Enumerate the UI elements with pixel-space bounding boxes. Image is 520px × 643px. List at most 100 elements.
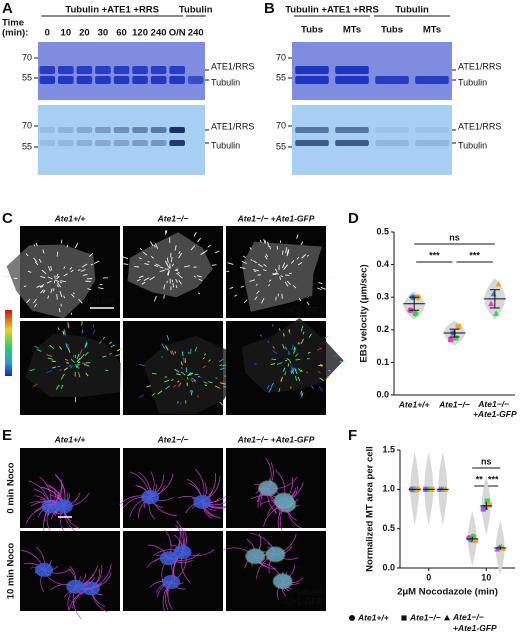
filament: [268, 284, 271, 287]
filament: [33, 257, 38, 263]
filament: [102, 336, 106, 340]
filament: [204, 384, 207, 387]
filament: [249, 247, 252, 250]
marker-label: 70: [22, 52, 32, 62]
filament: [40, 276, 46, 279]
filament: [193, 275, 197, 278]
filament: [267, 241, 270, 247]
filament: [115, 354, 120, 357]
filament: [292, 368, 295, 372]
filament: [72, 292, 75, 295]
filament: [298, 341, 301, 345]
filament: [151, 393, 155, 396]
filament: [169, 266, 171, 269]
filament: [82, 263, 88, 268]
filament: [292, 370, 294, 375]
nucleus: [35, 562, 54, 577]
gel-band: [169, 76, 185, 84]
filament: [144, 263, 149, 266]
filament: [317, 287, 322, 291]
filament: [219, 358, 224, 362]
gel-band: [95, 66, 111, 74]
filament: [51, 366, 57, 369]
filament: [305, 371, 309, 374]
filament: [150, 241, 154, 247]
filament: [253, 269, 259, 272]
micrograph: [20, 531, 120, 611]
marker-label: 55: [22, 72, 32, 82]
filament: [320, 286, 326, 290]
filament: [41, 269, 47, 275]
filament: [318, 282, 323, 284]
filament: [161, 343, 166, 349]
significance-label: ***: [429, 250, 440, 260]
filament: [54, 279, 60, 283]
micrograph: [123, 448, 223, 528]
filament: [259, 334, 263, 337]
filament: [300, 338, 304, 345]
x-tick-label: Ate1−/−: [438, 399, 470, 409]
filament: [175, 278, 178, 283]
filament: [8, 288, 14, 291]
filament: [40, 285, 44, 289]
lane-label: O/N: [169, 28, 186, 39]
significance-label: ns: [481, 456, 492, 466]
filament: [38, 258, 42, 263]
filament: [196, 275, 202, 278]
significance-label: ***: [469, 250, 480, 260]
filament: [266, 385, 270, 390]
filament: [183, 357, 185, 363]
filament: [274, 268, 278, 273]
legend-marker: [349, 615, 355, 621]
filament: [171, 349, 175, 356]
filament: [139, 394, 145, 398]
data-point: [493, 310, 500, 316]
gel-band: [39, 127, 56, 133]
filament: [173, 384, 177, 388]
filament: [318, 386, 324, 392]
filament: [180, 361, 183, 366]
filament: [240, 285, 244, 288]
band-label: Tubulin: [211, 77, 240, 87]
gel-band: [415, 140, 449, 146]
scale-label: 20 μm: [89, 295, 114, 305]
filament: [227, 262, 234, 265]
panel-letter: F: [348, 427, 357, 444]
panel-letter: C: [2, 210, 13, 227]
legend-label: Ate1−/− +Ate1-GFP: [452, 612, 497, 633]
filament: [84, 351, 89, 356]
data-point: [482, 504, 488, 511]
filament: [155, 263, 160, 267]
filament: [166, 257, 169, 264]
filament: [59, 369, 62, 372]
gel-band: [39, 140, 56, 146]
filament: [74, 242, 79, 249]
gel-band: [76, 140, 93, 146]
filament: [47, 357, 54, 360]
filament: [93, 260, 100, 265]
gel-band: [132, 127, 148, 133]
filament: [42, 289, 46, 294]
lane-label: MTs: [423, 25, 441, 36]
gel-band: [169, 127, 185, 133]
filament: [293, 346, 296, 351]
filament: [278, 328, 281, 331]
gel-band: [295, 140, 329, 146]
filament: [77, 363, 80, 365]
filament: [287, 363, 290, 367]
marker-label: 55: [276, 141, 286, 151]
nucleus: [193, 494, 212, 509]
gel-band: [113, 66, 130, 74]
micrograph: [20, 448, 120, 528]
filament: [68, 323, 70, 329]
filament: [222, 364, 227, 367]
gel-band: [295, 66, 329, 74]
filament: [62, 330, 65, 335]
gel-band: [375, 76, 409, 84]
filament: [69, 267, 73, 270]
band-label: Tubulin: [458, 77, 487, 87]
filament: [66, 244, 69, 248]
filament: [219, 364, 223, 367]
filament: [243, 299, 248, 304]
